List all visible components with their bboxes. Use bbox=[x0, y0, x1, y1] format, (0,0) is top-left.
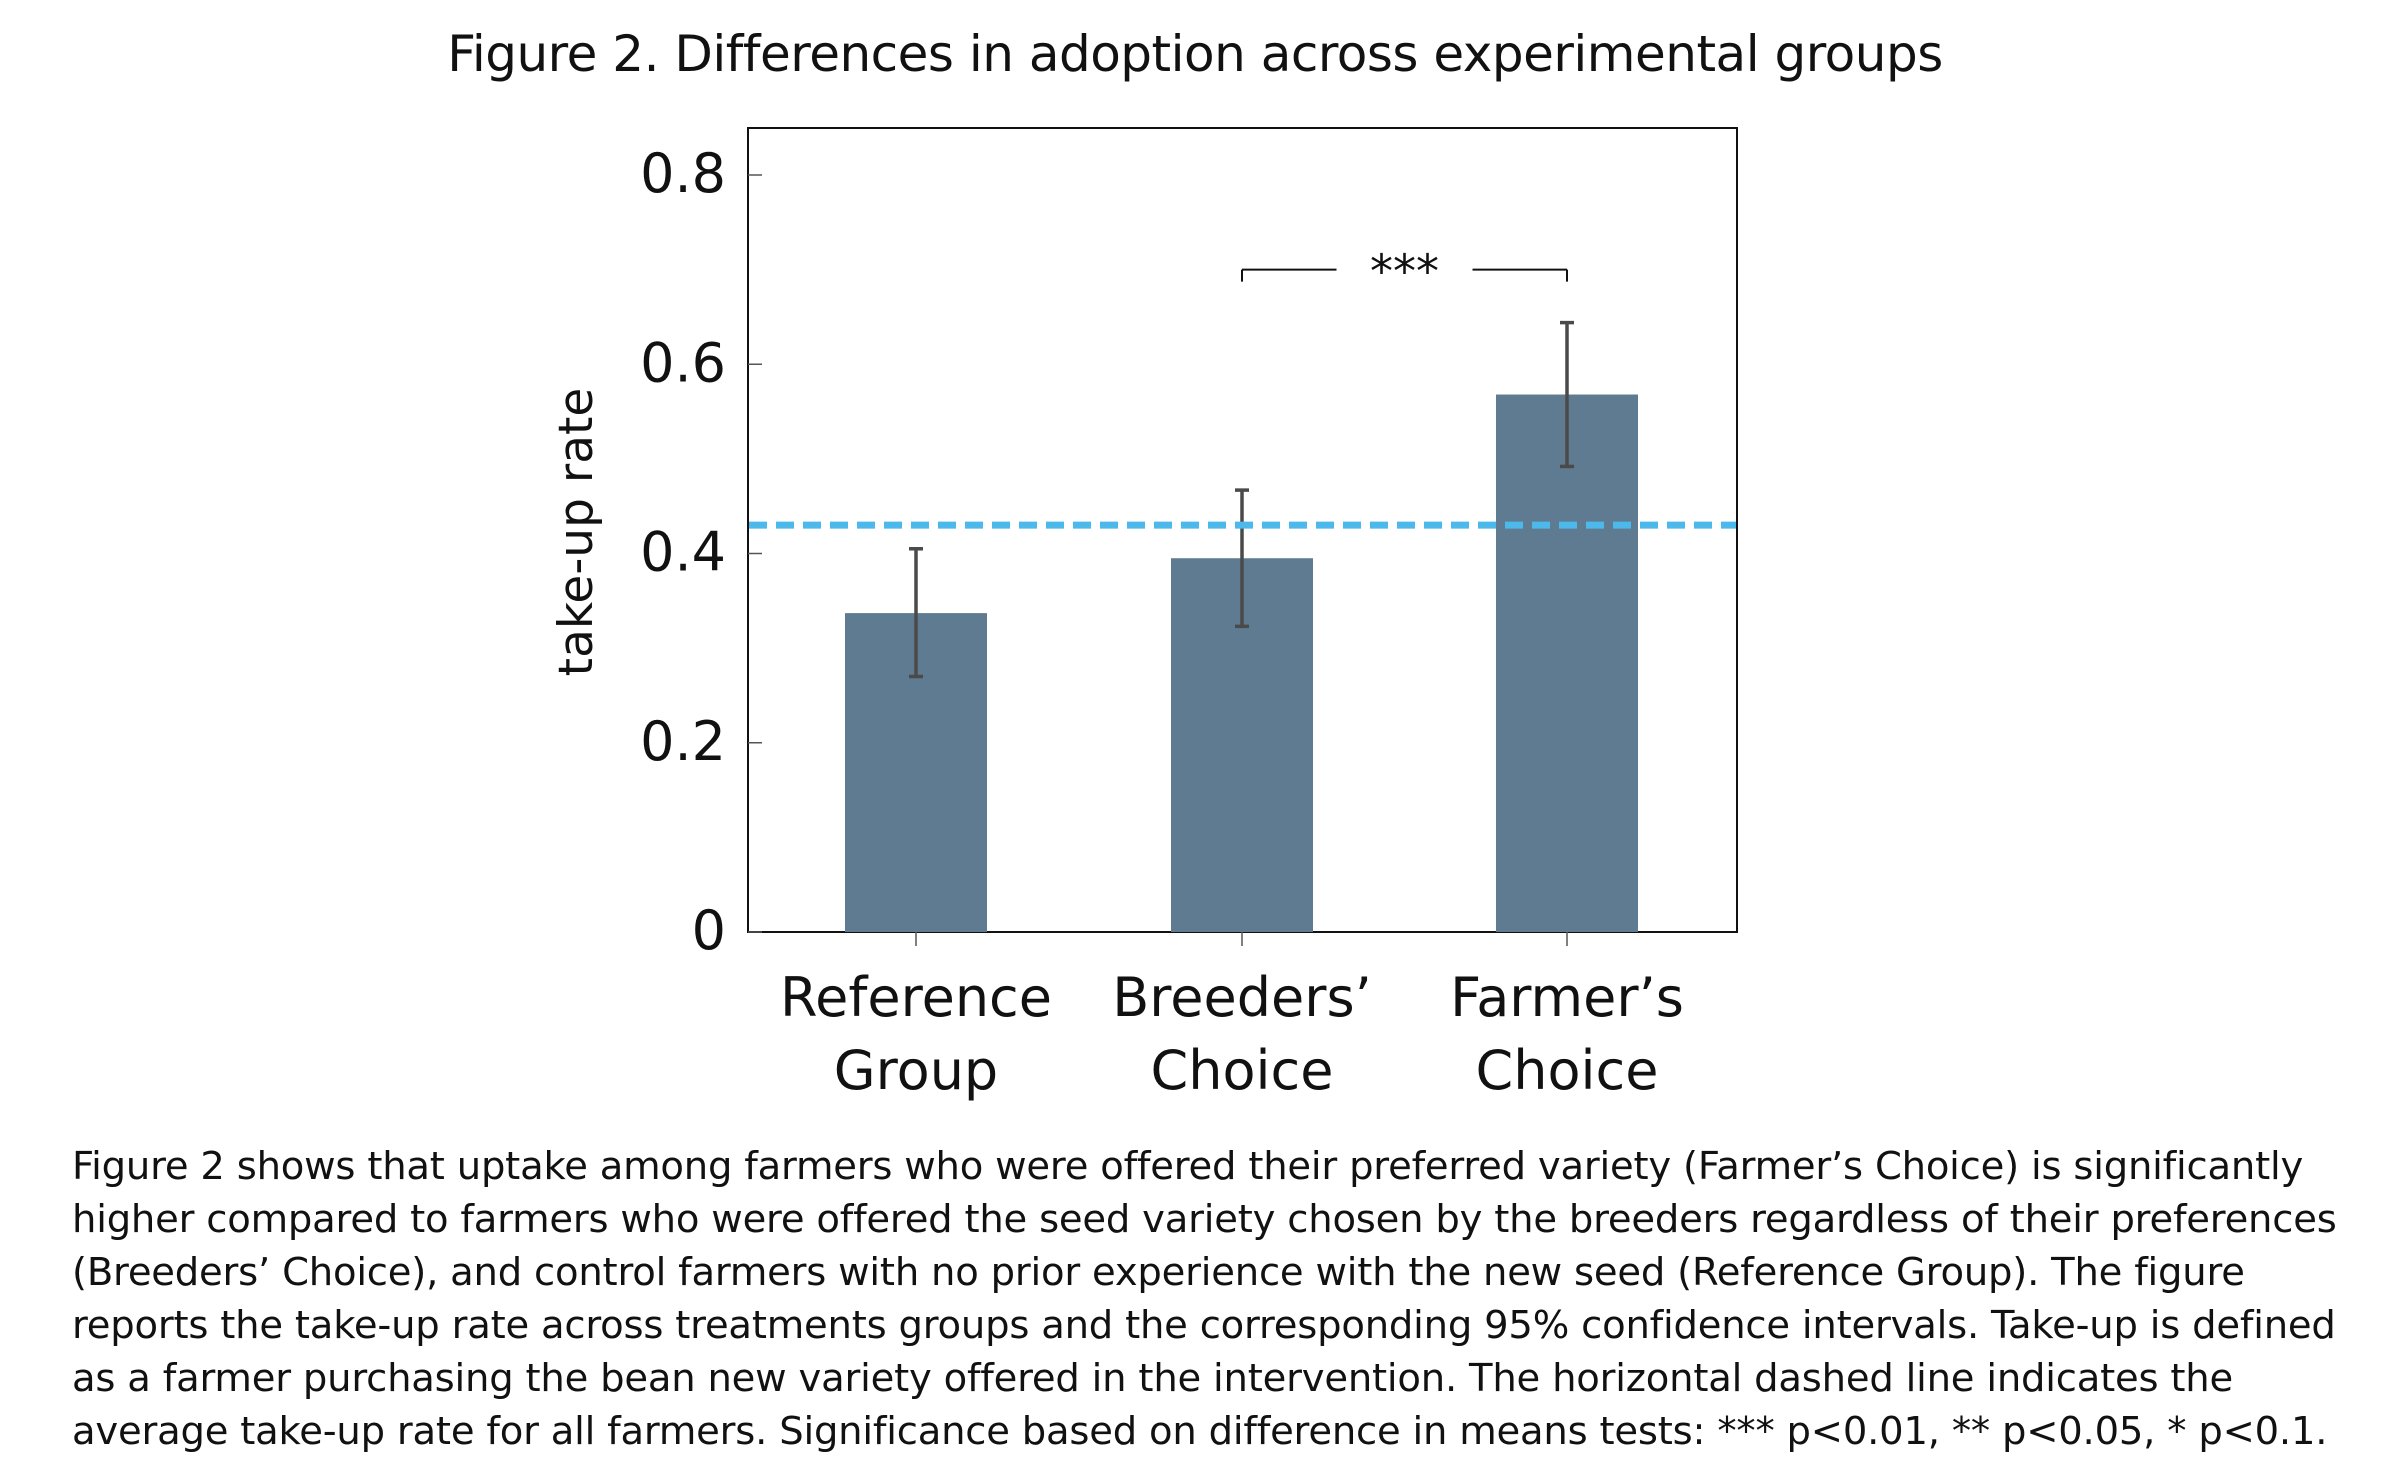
bar-chart: 0 0.2 0.4 0.6 0.8 Reference Group Breeders’ Choi… bbox=[549, 127, 1738, 1102]
significance-label: *** bbox=[1370, 245, 1439, 299]
y-tick-label: 0.4 bbox=[640, 521, 726, 584]
bar bbox=[1496, 394, 1638, 932]
y-tick-label: 0.8 bbox=[640, 142, 726, 205]
x-tick-label: Reference Group bbox=[780, 966, 1052, 1102]
chart-marks: 0 0.2 0.4 0.6 0.8 Reference Group Breeders’ Choi… bbox=[640, 127, 1738, 1102]
x-tick-label: Breeders’ Choice bbox=[1112, 966, 1372, 1102]
y-axis-label: take-up rate bbox=[549, 388, 604, 677]
y-tick-label: 0 bbox=[692, 899, 726, 962]
x-tick-label: Farmer’s Choice bbox=[1450, 966, 1684, 1102]
figure-title: Figure 2. Differences in adoption across… bbox=[447, 25, 1943, 83]
y-tick-label: 0.6 bbox=[640, 331, 726, 394]
y-tick-label: 0.2 bbox=[640, 710, 726, 773]
figure-caption: Figure 2 shows that uptake among farmers… bbox=[72, 1144, 2337, 1454]
